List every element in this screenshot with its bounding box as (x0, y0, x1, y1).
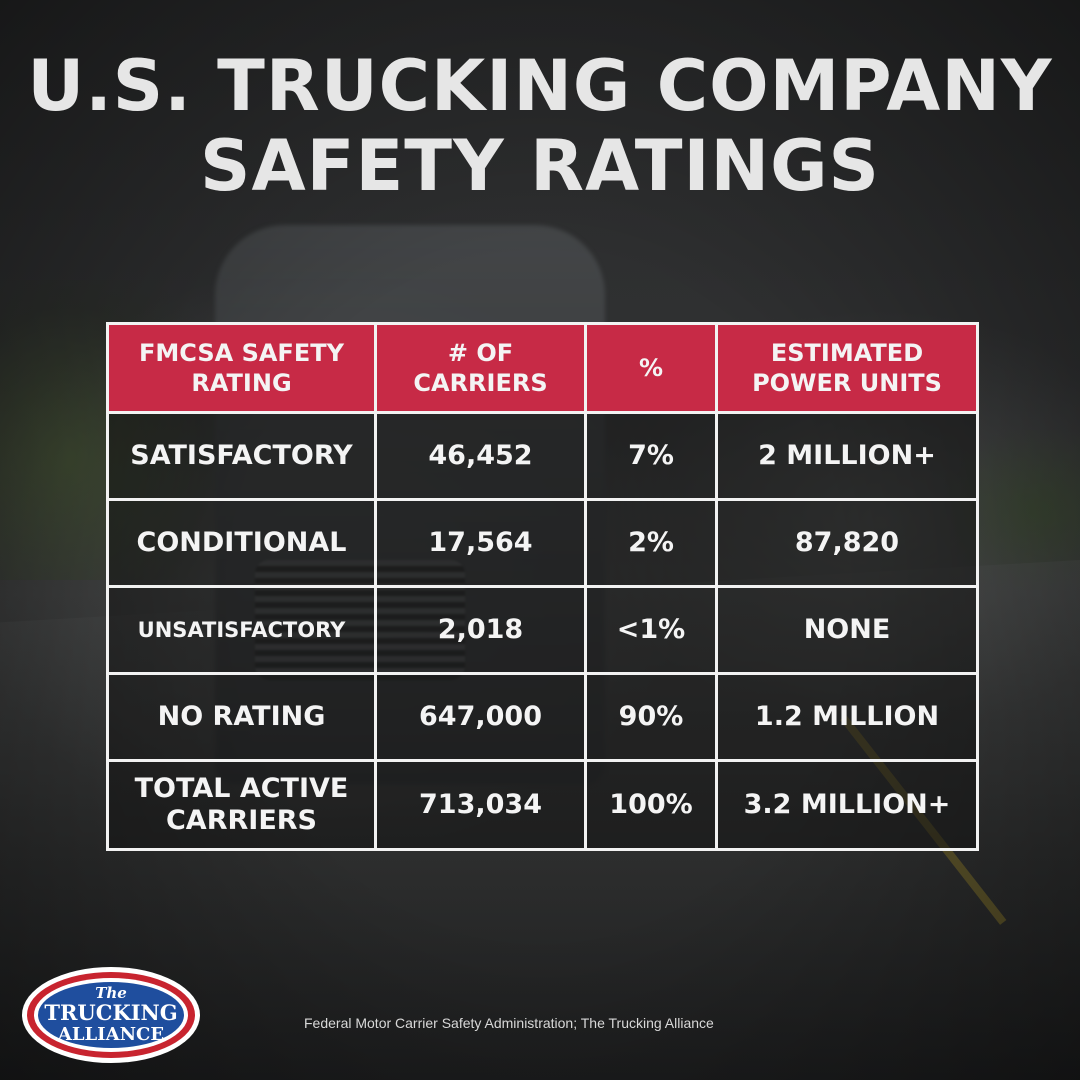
power-units-cell: 3.2 MILLION+ (715, 759, 979, 851)
percent-cell: 7% (584, 411, 718, 501)
percent-cell: 100% (584, 759, 718, 851)
power-units-cell: 2 MILLION+ (715, 411, 979, 501)
source-citation: Federal Motor Carrier Safety Administrat… (304, 1015, 714, 1031)
carriers-cell: 46,452 (374, 411, 587, 501)
trucking-alliance-logo: The TRUCKING ALLIANCE (22, 967, 200, 1063)
carriers-cell: 17,564 (374, 498, 587, 588)
rating-cell: NO RATING (106, 672, 377, 762)
header-power-units: ESTIMATED POWER UNITS (715, 322, 979, 414)
table-row-no-rating: NO RATING 647,000 90% 1.2 MILLION (106, 672, 979, 762)
title-line-2: SAFETY RATINGS (200, 125, 880, 207)
logo-text-the: The (95, 984, 127, 1002)
percent-cell: 90% (584, 672, 718, 762)
header-safety-rating: FMCSA SAFETY RATING (106, 322, 377, 414)
power-units-cell: 87,820 (715, 498, 979, 588)
power-units-cell: 1.2 MILLION (715, 672, 979, 762)
power-units-cell: NONE (715, 585, 979, 675)
percent-cell: 2% (584, 498, 718, 588)
title-line-1: U.S. TRUCKING COMPANY (27, 45, 1053, 127)
logo-text-alliance: ALLIANCE (57, 1024, 164, 1045)
rating-cell: UNSATISFACTORY (106, 585, 377, 675)
header-carriers: # OF CARRIERS (374, 322, 587, 414)
rating-cell: CONDITIONAL (106, 498, 377, 588)
carriers-cell: 2,018 (374, 585, 587, 675)
table-row-total: TOTAL ACTIVE CARRIERS 713,034 100% 3.2 M… (106, 759, 979, 851)
percent-cell: <1% (584, 585, 718, 675)
table-header-row: FMCSA SAFETY RATING # OF CARRIERS % ESTI… (106, 322, 979, 414)
logo-text-trucking: TRUCKING (44, 1000, 177, 1025)
rating-cell: SATISFACTORY (106, 411, 377, 501)
page-title: U.S. TRUCKING COMPANY SAFETY RATINGS (0, 46, 1080, 206)
table-row-satisfactory: SATISFACTORY 46,452 7% 2 MILLION+ (106, 411, 979, 501)
rating-cell: TOTAL ACTIVE CARRIERS (106, 759, 377, 851)
table-row-unsatisfactory: UNSATISFACTORY 2,018 <1% NONE (106, 585, 979, 675)
carriers-cell: 713,034 (374, 759, 587, 851)
header-percent: % (584, 322, 718, 414)
carriers-cell: 647,000 (374, 672, 587, 762)
table-row-conditional: CONDITIONAL 17,564 2% 87,820 (106, 498, 979, 588)
logo-blue-field (38, 982, 184, 1048)
safety-ratings-table: FMCSA SAFETY RATING # OF CARRIERS % ESTI… (106, 322, 979, 851)
